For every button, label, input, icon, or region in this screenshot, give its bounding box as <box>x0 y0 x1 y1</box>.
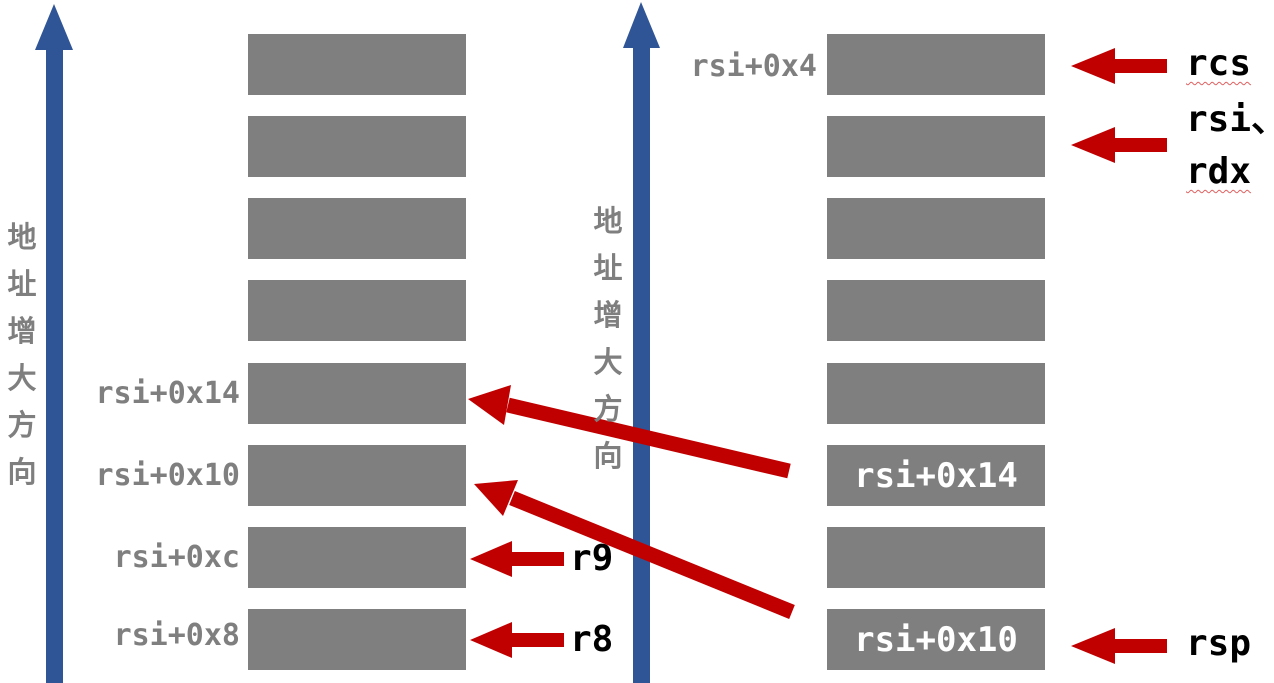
right-cell-rsi-0x10: rsi+0x10 <box>827 609 1045 670</box>
left-cell-2 <box>248 116 466 177</box>
register-rsp: rsp <box>1186 623 1252 664</box>
arrow-rcs <box>1071 48 1167 84</box>
arrow-rsp <box>1071 628 1167 664</box>
right-cell-rsi-0x14: rsi+0x14 <box>827 445 1045 506</box>
left-label-rsi-0x14: rsi+0x14 <box>95 376 241 411</box>
right-label-rsi-0x4: rsi+0x4 <box>690 49 817 84</box>
left-cell-4 <box>248 280 466 341</box>
arrow-r9 <box>470 541 564 577</box>
right-cell-3 <box>827 198 1045 259</box>
right-cell-4 <box>827 280 1045 341</box>
left-cell-7 <box>248 527 466 588</box>
right-axis-arrow <box>623 2 660 683</box>
register-r9: r9 <box>570 538 614 579</box>
left-cell-6 <box>248 445 466 506</box>
left-axis-label: 地址增大方向 <box>7 220 37 489</box>
right-cell-1 <box>827 34 1045 95</box>
diagonal-arrow-0x14 <box>468 385 791 479</box>
right-axis-label: 地址增大方向 <box>593 204 623 473</box>
left-cell-8 <box>248 609 466 670</box>
left-cell-1 <box>248 34 466 95</box>
register-rdx: rdx <box>1186 151 1252 192</box>
left-label-rsi-0xc: rsi+0xc <box>113 540 240 575</box>
arrow-rsi-rdx <box>1071 127 1167 163</box>
right-cell-2 <box>827 116 1045 177</box>
left-axis-arrow <box>35 4 73 683</box>
left-cell-5 <box>248 363 466 424</box>
register-rsi: rsi、 <box>1186 99 1274 140</box>
right-cell-5 <box>827 363 1045 424</box>
left-cell-3 <box>248 198 466 259</box>
register-rcs: rcs <box>1186 43 1252 84</box>
left-label-rsi-0x8: rsi+0x8 <box>113 618 240 653</box>
left-label-rsi-0x10: rsi+0x10 <box>95 458 241 493</box>
right-cell-7 <box>827 527 1045 588</box>
diagonal-arrow-0x10 <box>474 480 795 619</box>
register-r8: r8 <box>570 619 614 660</box>
arrow-r8 <box>470 622 564 658</box>
